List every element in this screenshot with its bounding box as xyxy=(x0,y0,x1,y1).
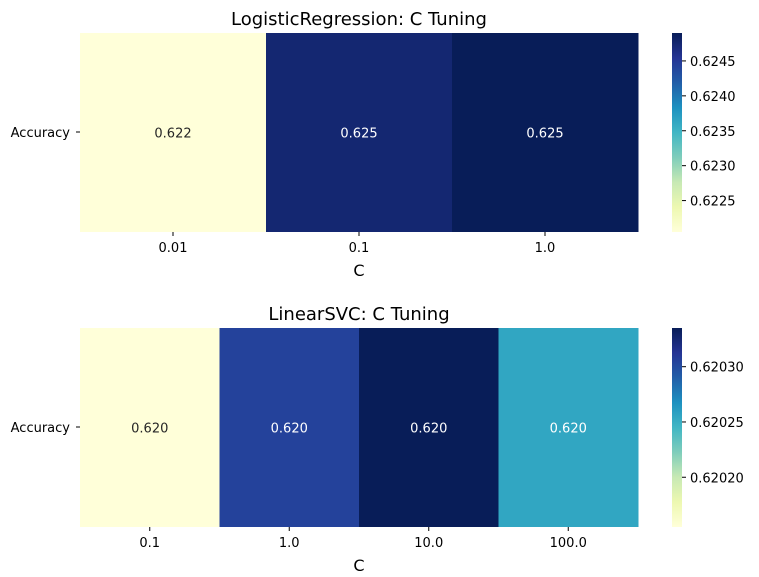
colorbar-tick-label: 0.6240 xyxy=(690,90,736,105)
chart-title: LinearSVC: C Tuning xyxy=(268,304,449,325)
colorbar-gradient xyxy=(672,33,682,232)
cell-annotation: 0.625 xyxy=(340,127,377,142)
heatmap-cell xyxy=(80,328,220,527)
cell-annotation: 0.620 xyxy=(410,422,447,437)
colorbar-tick-label: 0.62020 xyxy=(690,471,744,486)
heatmap-cell xyxy=(266,33,453,232)
cell-annotation: 0.620 xyxy=(550,422,587,437)
colorbar-tick-label: 0.6230 xyxy=(690,160,736,175)
cell-annotation: 0.620 xyxy=(131,422,168,437)
x-axis-label: C xyxy=(353,556,364,575)
colorbar-tick-label: 0.62025 xyxy=(690,416,744,431)
colorbar-ticks: 0.62020 0.62025 0.62030 xyxy=(682,361,744,486)
x-tick-label: 10.0 xyxy=(414,536,443,551)
x-tick-label: 0.1 xyxy=(349,241,370,256)
x-axis-ticks: 0.1 1.0 10.0 100.0 xyxy=(139,527,587,551)
linear-svc-heatmap: LinearSVC: C Tuning 0.620 0.620 0.620 0.620… xyxy=(11,304,744,575)
heatmap-cells: 0.622 0.625 0.625 xyxy=(80,33,639,232)
colorbar-gradient xyxy=(672,328,682,527)
heatmap-cell xyxy=(80,33,267,232)
x-axis-ticks: 0.01 0.1 1.0 xyxy=(159,232,556,256)
cell-annotation: 0.620 xyxy=(271,422,308,437)
heatmap-cell xyxy=(452,33,639,232)
x-tick-label: 1.0 xyxy=(279,536,300,551)
colorbar-tick-label: 0.6225 xyxy=(690,195,736,210)
x-tick-label: 1.0 xyxy=(535,241,556,256)
x-tick-label: 0.01 xyxy=(159,241,188,256)
x-tick-label: 0.1 xyxy=(139,536,160,551)
heatmap-cell xyxy=(498,328,639,527)
chart-title: LogisticRegression: C Tuning xyxy=(231,9,487,30)
colorbar: 0.62020 0.62025 0.62030 xyxy=(672,328,744,527)
heatmap-cell xyxy=(359,328,499,527)
x-axis-label: C xyxy=(353,261,364,280)
y-axis: Accuracy xyxy=(11,126,80,141)
y-axis: Accuracy xyxy=(11,421,80,436)
x-tick-label: 100.0 xyxy=(550,536,587,551)
colorbar-tick-label: 0.62030 xyxy=(690,361,744,376)
cell-annotation: 0.625 xyxy=(526,127,563,142)
heatmap-cell xyxy=(219,328,360,527)
logistic-regression-heatmap: LogisticRegression: C Tuning 0.622 0.625 0… xyxy=(11,9,736,280)
colorbar-ticks: 0.6225 0.6230 0.6235 0.6240 0.6245 xyxy=(682,55,736,210)
cell-annotation: 0.622 xyxy=(154,127,191,142)
heatmap-cells: 0.620 0.620 0.620 0.620 xyxy=(80,328,639,527)
colorbar-tick-label: 0.6245 xyxy=(690,55,736,70)
colorbar: 0.6225 0.6230 0.6235 0.6240 0.6245 xyxy=(672,33,736,232)
colorbar-tick-label: 0.6235 xyxy=(690,125,736,140)
row-label: Accuracy xyxy=(11,126,71,141)
row-label: Accuracy xyxy=(11,421,71,436)
